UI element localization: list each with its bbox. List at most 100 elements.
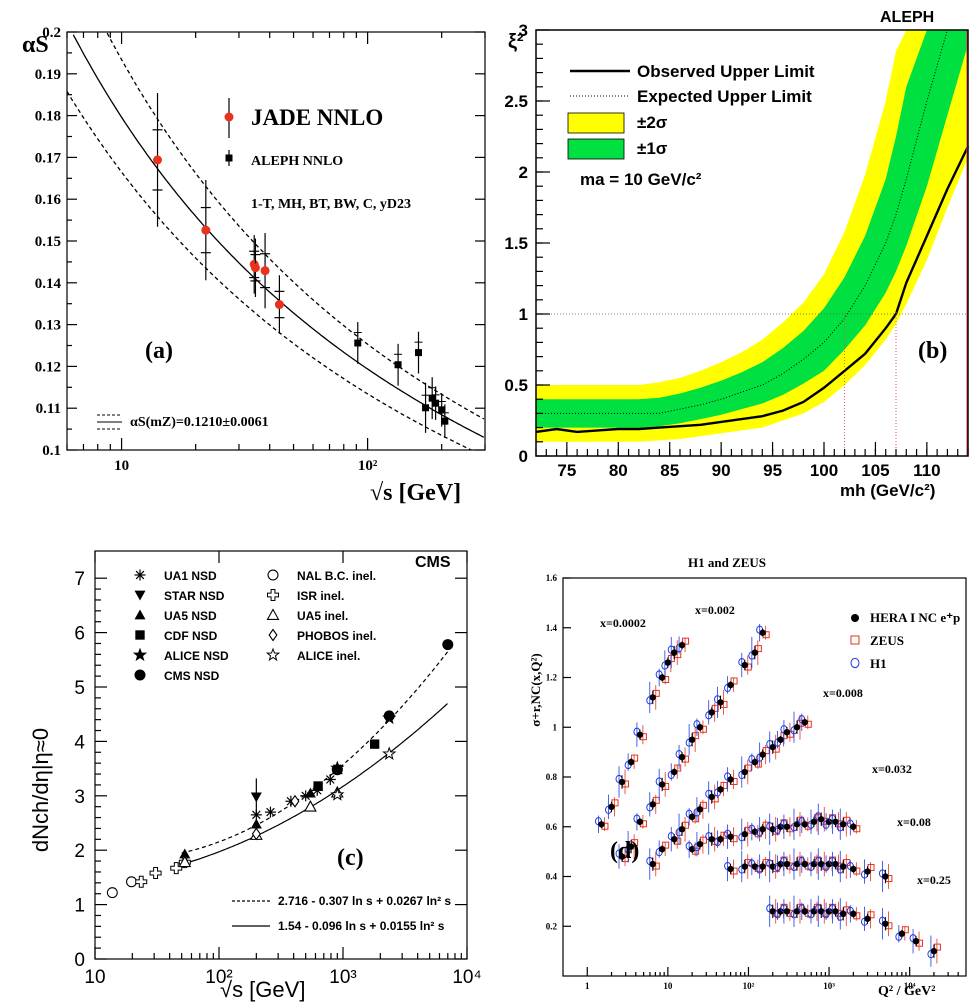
c-point-isr-inel (170, 862, 183, 875)
c-legend-marker (134, 669, 146, 681)
jade-point (250, 263, 260, 273)
legend-hera: HERA I NC e⁺p (870, 610, 960, 625)
c-ytick-label: 5 (74, 678, 85, 699)
jade-point (153, 155, 163, 165)
c-legend-marker (266, 608, 280, 620)
jade-point (260, 266, 270, 276)
d-bin-0.002-hera-point (627, 843, 635, 850)
bin-label-0.08: x=0.08 (897, 815, 931, 829)
d-bin-0.008-hera-point (649, 860, 656, 868)
legend-aleph-marker (225, 154, 233, 162)
fit-solid-label: 1.54 - 0.096 ln s + 0.0155 ln² s (278, 919, 445, 933)
d-bin-0.032-hera-point (727, 833, 734, 840)
a-ytick-label: 0.11 (36, 401, 61, 417)
d-bin-0.002-hera-point (618, 853, 626, 860)
c-legend-label: PHOBOS inel. (297, 629, 376, 643)
legend-2sigma-box (567, 112, 625, 134)
d-bin-0.25-hera-point (864, 915, 871, 922)
d-bin-0.008-hera-point (783, 729, 791, 736)
d-bin-0.008-hera-point (727, 776, 734, 783)
band-1sigma (536, 30, 968, 428)
d-xtick-label: 1 (585, 981, 590, 991)
b-ytick-label: 0.5 (504, 376, 528, 395)
d-ytick-label: 1.4 (546, 623, 558, 633)
c-legend-marker (135, 570, 145, 580)
aleph-point (394, 361, 402, 369)
c-point-cdf-nsd (313, 781, 323, 791)
d-bin-0.008-hera-point (658, 845, 666, 853)
d-bin-0.032-hera-point (777, 823, 784, 830)
legend-zeus-marker (850, 635, 860, 645)
b-xtick-label: 90 (712, 461, 731, 480)
d-bin-0.25-zeus-point (901, 926, 909, 934)
panel-c-ylabel: dNch/dη|η≈0 (28, 728, 53, 852)
c-xtick-label: 10⁴ (452, 967, 481, 988)
panel-b-label: (b) (918, 338, 947, 364)
d-bin-0.08-hera-point (759, 863, 766, 870)
d-ytick-label: 1.2 (546, 673, 558, 683)
d-bin-0.032-hera-point (717, 835, 724, 843)
d-bin-0.08-hera-point (850, 865, 857, 873)
d-bin-0.08-hera-point (825, 860, 833, 868)
panel-d-xlabel: Q² / GeV² (878, 984, 935, 999)
d-bin-0.032-hera-point (825, 818, 833, 825)
c-legend-label: UA1 NSD (164, 569, 217, 583)
bin-label-0.0002: x=0.0002 (600, 616, 646, 630)
jade-point (274, 300, 284, 310)
b-ytick-label: 2 (519, 163, 528, 182)
c-ytick-label: 4 (74, 732, 85, 753)
d-xtick-label: 10⁴ (904, 981, 916, 991)
bin-label-0.008: x=0.008 (823, 686, 863, 700)
c-ytick-label: 2 (74, 841, 85, 862)
a-ytick-label: 0.12 (35, 359, 61, 375)
d-bin-0.25-hera-point (850, 910, 857, 918)
d-bin-0.008-hera-point (741, 768, 748, 776)
c-point-ua5-nsd (179, 848, 191, 859)
c-legend-marker (267, 589, 279, 601)
d-bin-0.032-zeus-point (720, 831, 728, 839)
d-bin-0.0002-hera-point (608, 803, 615, 811)
d-bin-0.002-hera-point (717, 699, 724, 706)
panel-a-frame (66, 31, 486, 451)
aleph-point (438, 406, 446, 414)
a-ytick-label: 0.15 (35, 234, 61, 250)
panel-c-xlabel: √s [GeV] (220, 977, 305, 1002)
d-bin-0.032-hera-point (832, 818, 839, 825)
c-xtick-label: 10² (205, 967, 232, 988)
observables-label: 1-T, MH, BT, BW, C, yD23 (251, 197, 411, 212)
c-point-nal-b-c-inel (126, 876, 138, 888)
d-bin-0.0002-hera-point (598, 821, 605, 828)
c-legend-label: CMS NSD (164, 669, 220, 683)
d-bin-0.08-hera-point (864, 868, 871, 875)
observed-limit-line (535, 145, 970, 434)
legend-zeus: ZEUS (870, 633, 904, 648)
a-ytick-label: 0.2 (42, 25, 61, 41)
legend-h1: H1 (870, 656, 887, 671)
d-bin-0.002-hera-point (741, 661, 748, 669)
d-bin-0.008-hera-point (777, 736, 784, 743)
d-ytick-label: 1.6 (546, 573, 558, 583)
c-point-cms-nsd (442, 639, 454, 651)
d-bin-0.0002-hera-point (649, 694, 656, 701)
d-bin-0.002-hera-point (636, 818, 644, 825)
c-point-ua1-nsd (325, 775, 335, 784)
b-ytick-label: 1 (519, 305, 528, 324)
d-bin-0.0002-hera-point (678, 641, 686, 649)
d-xtick-label: 10³ (823, 981, 835, 991)
d-bin-0.032-hera-point (850, 823, 857, 830)
c-point-cms-nsd (383, 710, 395, 722)
d-bin-0.008-hera-point (751, 758, 759, 766)
c-legend-marker (134, 609, 146, 620)
c-point-ua5-nsd (304, 787, 316, 798)
c-point-ua5-nsd (250, 818, 262, 829)
fit-dashed-label: 2.716 - 0.307 ln s + 0.0267 ln² s (278, 894, 451, 908)
c-fit-dashed (181, 651, 448, 854)
d-bin-0.0002-zeus-point (631, 754, 639, 762)
d-bin-0.25-hera-point (882, 920, 889, 927)
d-bin-0.002-hera-point (696, 724, 704, 731)
panel-c-label: (c) (337, 845, 364, 871)
d-bin-0.008-hera-point (696, 806, 704, 813)
aleph-point (441, 417, 449, 425)
a-ytick-label: 0.18 (35, 109, 61, 125)
